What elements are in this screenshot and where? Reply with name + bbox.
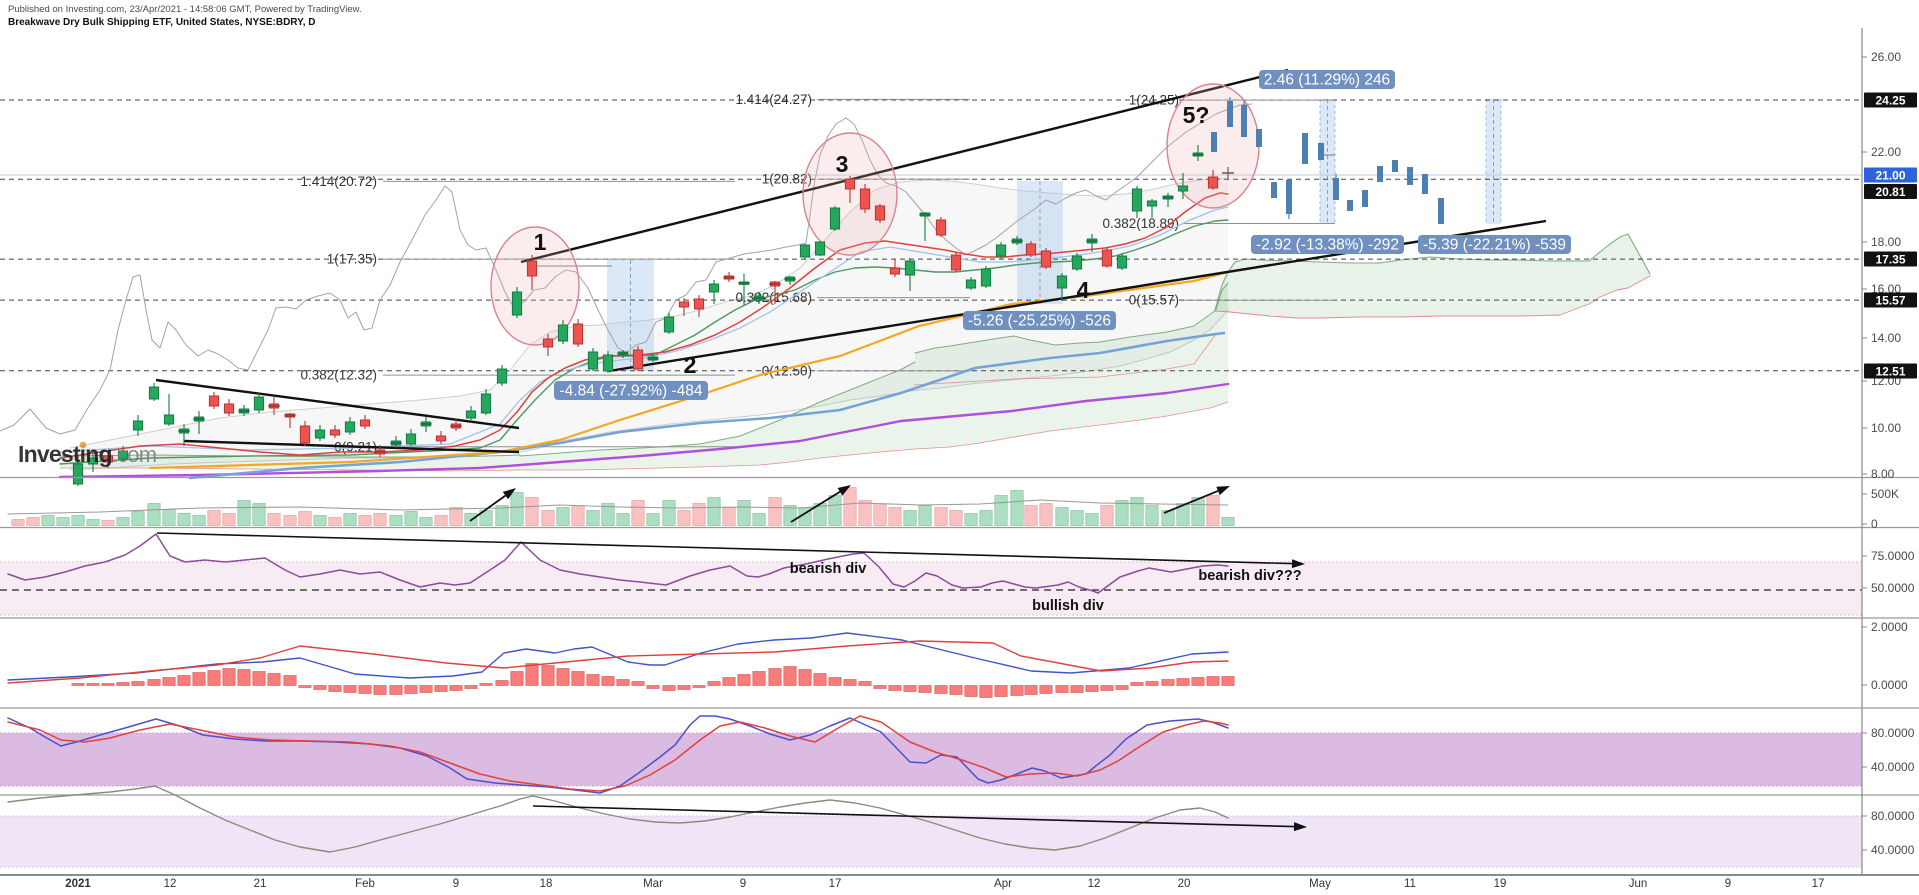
svg-text:21: 21: [254, 878, 267, 890]
svg-text:24.25: 24.25: [1875, 93, 1905, 107]
svg-text:1.414(20.72): 1.414(20.72): [300, 174, 377, 189]
svg-text:Feb: Feb: [355, 878, 375, 890]
svg-text:-2.92 (-13.38%) -292: -2.92 (-13.38%) -292: [1256, 237, 1399, 254]
svg-text:bearish div: bearish div: [790, 561, 867, 577]
svg-text:3: 3: [836, 151, 849, 177]
svg-text:0.382(18.89): 0.382(18.89): [1102, 216, 1179, 231]
svg-text:17.35: 17.35: [1875, 252, 1905, 266]
svg-text:1: 1: [534, 229, 547, 255]
svg-text:17: 17: [1812, 878, 1825, 890]
svg-text:40.0000: 40.0000: [1871, 843, 1915, 857]
svg-text:-4.84 (-27.92%) -484: -4.84 (-27.92%) -484: [559, 383, 702, 400]
svg-text:20: 20: [1178, 878, 1191, 890]
svg-text:14.00: 14.00: [1871, 331, 1901, 345]
svg-text:0(15.57): 0(15.57): [1129, 293, 1179, 308]
svg-text:2021: 2021: [65, 878, 91, 890]
svg-text:15.57: 15.57: [1875, 293, 1905, 307]
svg-text:2.46 (11.29%) 246: 2.46 (11.29%) 246: [1264, 72, 1390, 89]
svg-text:Investing.com: Investing.com: [18, 441, 156, 467]
svg-text:4: 4: [1077, 277, 1090, 303]
svg-text:-5.26 (-25.25%) -526: -5.26 (-25.25%) -526: [968, 313, 1111, 330]
svg-text:5?: 5?: [1183, 102, 1210, 128]
svg-text:18: 18: [540, 878, 553, 890]
svg-text:1.414(24.27): 1.414(24.27): [735, 92, 812, 107]
svg-text:9: 9: [740, 878, 746, 890]
svg-text:0.0000: 0.0000: [1871, 678, 1908, 692]
svg-text:9: 9: [1725, 878, 1731, 890]
svg-text:20.81: 20.81: [1875, 185, 1905, 199]
svg-text:2: 2: [684, 352, 697, 378]
svg-text:Apr: Apr: [994, 878, 1012, 890]
svg-text:17: 17: [829, 878, 842, 890]
svg-text:bullish div: bullish div: [1032, 598, 1104, 614]
svg-text:12.51: 12.51: [1875, 364, 1905, 378]
svg-text:Jun: Jun: [1629, 878, 1648, 890]
svg-text:21.00: 21.00: [1875, 168, 1905, 182]
svg-text:Breakwave Dry Bulk Shipping ET: Breakwave Dry Bulk Shipping ETF, United …: [8, 17, 315, 28]
svg-text:80.0000: 80.0000: [1871, 726, 1915, 740]
svg-text:1(24.25): 1(24.25): [1129, 93, 1179, 108]
svg-text:bearish div???: bearish div???: [1198, 568, 1301, 584]
svg-text:Published on Investing.com, 23: Published on Investing.com, 23/Apr/2021 …: [8, 4, 362, 15]
svg-text:0.382(12.32): 0.382(12.32): [300, 368, 377, 383]
svg-text:9: 9: [453, 878, 459, 890]
svg-text:75.0000: 75.0000: [1871, 549, 1915, 563]
svg-text:50.0000: 50.0000: [1871, 581, 1915, 595]
svg-text:1(20.82): 1(20.82): [762, 172, 812, 187]
svg-text:18.00: 18.00: [1871, 235, 1901, 249]
svg-text:11: 11: [1404, 878, 1416, 890]
svg-text:12: 12: [1088, 878, 1101, 890]
svg-text:500K: 500K: [1871, 487, 1899, 501]
svg-text:0.382(15.68): 0.382(15.68): [735, 290, 812, 305]
svg-text:10.00: 10.00: [1871, 421, 1901, 435]
svg-text:26.00: 26.00: [1871, 50, 1901, 64]
svg-text:8.00: 8.00: [1871, 467, 1895, 481]
svg-text:0(12.50): 0(12.50): [762, 363, 812, 378]
svg-text:0: 0: [1871, 517, 1878, 531]
svg-text:1(17.35): 1(17.35): [327, 252, 377, 267]
svg-text:2.0000: 2.0000: [1871, 620, 1908, 634]
svg-text:-5.39 (-22.21%) -539: -5.39 (-22.21%) -539: [1423, 237, 1566, 254]
svg-text:May: May: [1309, 878, 1331, 890]
svg-text:Mar: Mar: [643, 878, 663, 890]
svg-text:22.00: 22.00: [1871, 145, 1901, 159]
svg-text:12: 12: [164, 878, 177, 890]
svg-text:19: 19: [1494, 878, 1507, 890]
svg-text:80.0000: 80.0000: [1871, 809, 1915, 823]
svg-text:40.0000: 40.0000: [1871, 760, 1915, 774]
